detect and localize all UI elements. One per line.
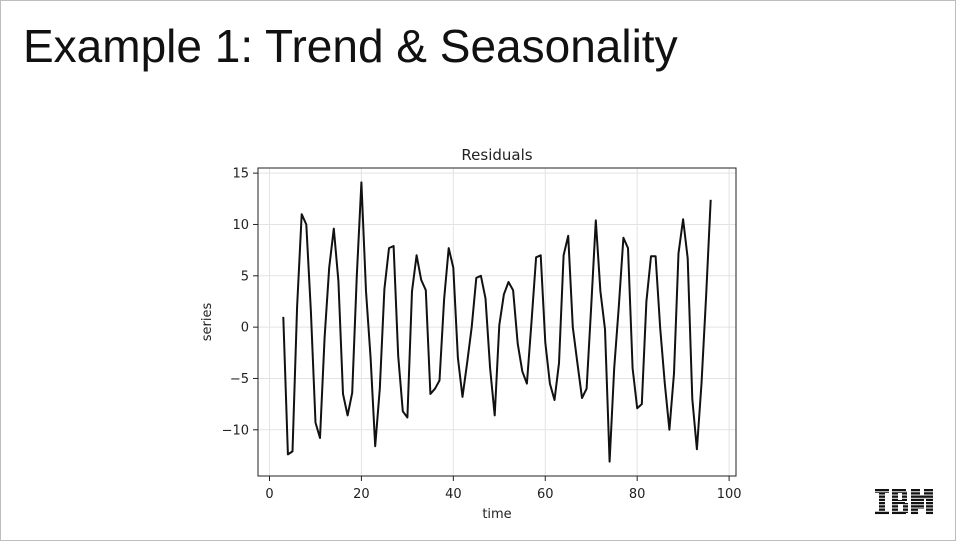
x-axis-label: time: [482, 507, 511, 522]
axis-ticks: 0 20 40 60 80 100 15 10 5 0 −5 −10: [222, 167, 742, 502]
y-axis-label: series: [200, 303, 215, 342]
x-tick-label: 0: [265, 487, 273, 502]
y-tick-label: −10: [222, 423, 249, 438]
x-tick-label: 80: [629, 487, 646, 502]
x-tick-label: 100: [717, 487, 742, 502]
plot-frame: [257, 167, 737, 477]
y-tick-label: 5: [241, 269, 249, 284]
chart-title: Residuals: [461, 146, 532, 164]
x-tick-label: 60: [537, 487, 554, 502]
grid-lines: [258, 168, 736, 476]
series-layer: [282, 181, 712, 463]
slide-title: Example 1: Trend & Seasonality: [23, 20, 678, 72]
x-tick-label: 20: [353, 487, 370, 502]
y-tick-label: 0: [241, 321, 249, 336]
x-tick-label: 40: [445, 487, 462, 502]
ibm-logo: [875, 489, 933, 515]
residuals-series-line: [282, 181, 712, 463]
y-tick-label: 15: [232, 167, 249, 182]
y-tick-label: −5: [230, 372, 249, 387]
y-tick-label: 10: [232, 218, 249, 233]
